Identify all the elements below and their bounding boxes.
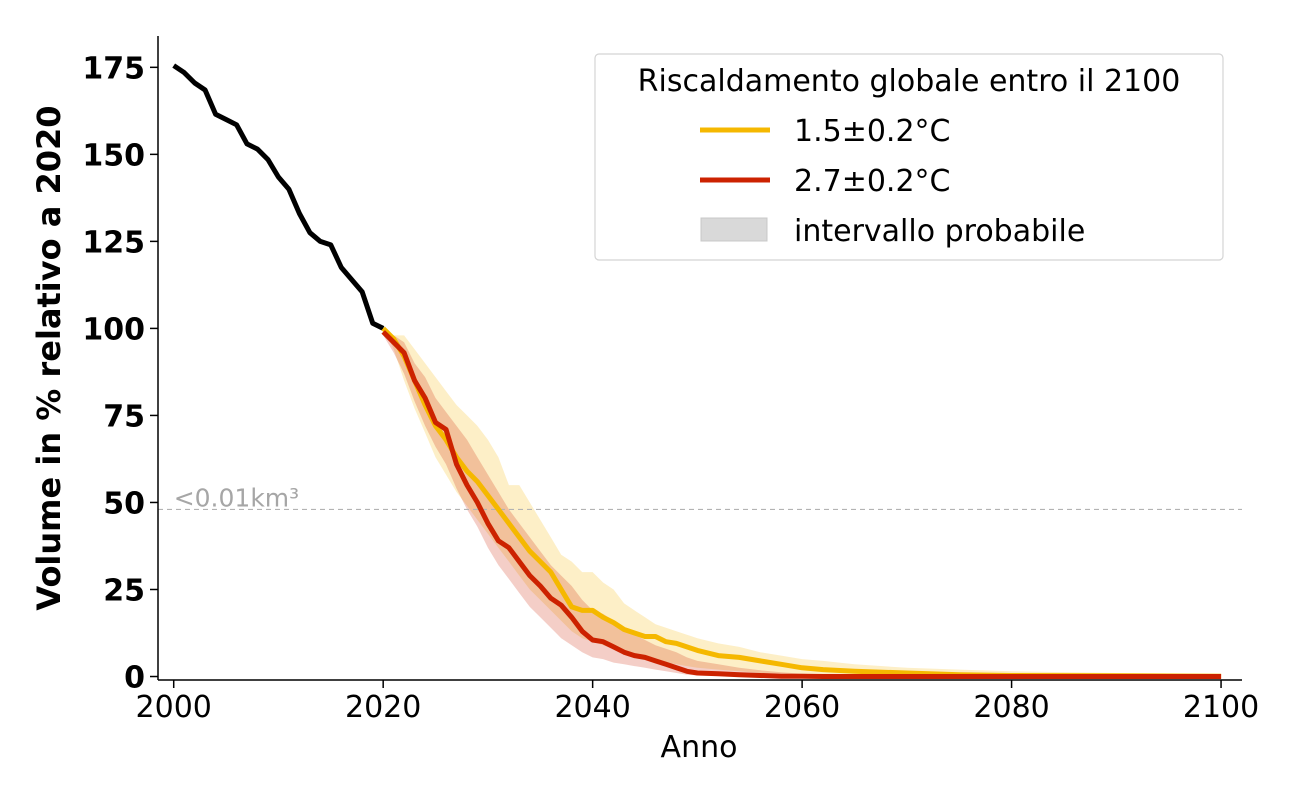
legend-swatch-likely-range bbox=[700, 217, 768, 242]
series-lines bbox=[172, 63, 1222, 679]
y-tick-label: 75 bbox=[103, 399, 145, 434]
legend: Riscaldamento globale entro il 2100 1.5±… bbox=[594, 53, 1224, 261]
y-axis-title: Volume in % relativo a 2020 bbox=[30, 105, 68, 610]
legend-label-1-5c: 1.5±0.2°C bbox=[794, 114, 951, 149]
threshold-label: <0.01km³ bbox=[174, 483, 299, 512]
x-tick-label: 2020 bbox=[345, 690, 421, 725]
y-tick-label: 50 bbox=[103, 486, 145, 521]
x-tick-label: 2100 bbox=[1183, 690, 1259, 725]
y-tick-label: 25 bbox=[103, 573, 145, 608]
axes bbox=[157, 36, 1242, 681]
y-tick-label: 0 bbox=[124, 661, 145, 696]
x-ticks: 2000 2020 2040 2060 2080 2100 bbox=[136, 680, 1259, 725]
x-tick-label: 2000 bbox=[136, 690, 212, 725]
y-ticks: 0 25 50 75 100 125 150 175 bbox=[82, 51, 158, 696]
series-line-0 bbox=[172, 63, 385, 331]
x-axis-title: Anno bbox=[661, 730, 738, 765]
likely-range-band-1 bbox=[383, 328, 1222, 677]
legend-label-2-7c: 2.7±0.2°C bbox=[794, 164, 951, 199]
likely-range-bands bbox=[383, 328, 1222, 677]
x-tick-label: 2040 bbox=[554, 690, 630, 725]
legend-title: Riscaldamento globale entro il 2100 bbox=[638, 64, 1181, 99]
legend-frame bbox=[594, 53, 1224, 261]
x-tick-label: 2060 bbox=[764, 690, 840, 725]
threshold-group: <0.01km³ bbox=[158, 483, 1242, 512]
legend-label-likely-range: intervallo probabile bbox=[794, 214, 1085, 249]
x-tick-label: 2080 bbox=[973, 690, 1049, 725]
y-tick-label: 100 bbox=[82, 312, 145, 347]
series-line-2 bbox=[381, 330, 1222, 679]
y-tick-label: 175 bbox=[82, 51, 145, 86]
y-tick-label: 150 bbox=[82, 138, 145, 173]
y-tick-label: 125 bbox=[82, 225, 145, 260]
